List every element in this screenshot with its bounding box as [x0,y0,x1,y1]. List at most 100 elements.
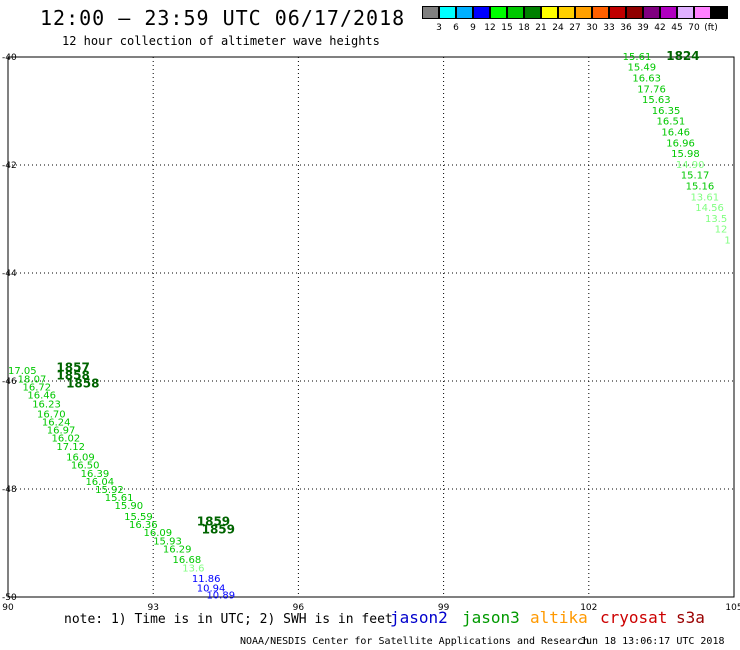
swh-value-label: 16.72 [23,382,52,393]
colorbar-swatch [473,6,490,19]
swh-value-label: 15.16 [686,182,715,193]
lat-tick-label: -46 [2,377,17,387]
swh-value-label: 12 [715,225,728,236]
swh-value-label: 13.5 [705,214,727,225]
swh-value-label: 16.46 [27,391,56,402]
colorbar-swatch [507,6,524,19]
swh-value-label: 16.70 [37,409,66,420]
map-frame [7,56,735,598]
footer-timestamp: Jun 18 13:06:17 UTC 2018 [580,636,725,647]
swh-value-label: 16.51 [657,117,686,128]
lon-tick-label: 99 [438,603,450,613]
colorbar-label: (ft) [704,23,718,33]
colorbar-swatch [439,6,456,19]
swh-value-label: 16.35 [652,106,681,117]
colorbar-swatch [694,6,711,19]
colorbar-swatch [609,6,626,19]
pass-time-label: 1824 [666,49,699,63]
swh-value-label: 15.93 [153,536,182,547]
colorbar-swatch [558,6,575,19]
swh-value-label: 10.89 [206,590,235,601]
swh-value-label: 18.07 [18,374,47,385]
satellite-label-s3a: s3a [676,608,705,627]
swh-value-label: 16.96 [666,138,695,149]
satellite-label-cryosat: cryosat [600,608,668,627]
lon-tick-label: 90 [2,603,14,613]
swh-value-label: 10.94 [197,583,226,594]
lon-tick-label: 96 [293,603,305,613]
colorbar-swatch [643,6,660,19]
colorbar-label: 45 [671,23,683,33]
swh-value-label: 16.63 [632,74,661,85]
swh-value-label: 16.50 [71,461,100,472]
swh-value-label: 14.90 [676,160,705,171]
swh-value-label: 1 [724,236,730,247]
swh-value-label: 17.12 [56,442,85,453]
swh-value-label: 17.05 [8,366,37,377]
swh-value-label: 17.76 [637,84,666,95]
swh-value-label: 15.63 [642,95,671,106]
pass-time-label: 1858 [56,369,89,383]
colorbar-swatch [677,6,694,19]
colorbar-label: 3 [436,23,442,33]
colorbar-label: 18 [518,23,530,33]
colorbar-label: 36 [620,23,632,33]
colorbar-swatch [490,6,507,19]
lon-tick-label: 102 [580,603,597,613]
colorbar-swatch [626,6,643,19]
swh-value-label: 11.86 [192,574,221,585]
pass-time-label: 1859 [197,514,230,528]
swh-value-label: 16.36 [129,520,158,531]
lon-tick-label: 93 [147,603,158,613]
swh-value-label: 16.68 [173,555,202,566]
colorbar-label: 70 [688,23,700,33]
colorbar-label: 33 [603,23,615,33]
swh-value-label: 16.09 [66,453,95,464]
swh-value-label: 16.39 [81,469,110,480]
colorbar-label: 27 [569,23,581,33]
colorbar-label: 12 [484,23,496,33]
lat-tick-label: -44 [2,269,17,279]
pass-time-label: 1859 [202,523,235,537]
footer-credit: NOAA/NESDIS Center for Satellite Applica… [240,636,590,647]
swh-value-label: 16.46 [661,128,690,139]
colorbar-swatch [592,6,609,19]
swh-value-label: 15.61 [105,493,134,504]
pass-time-label: 1857 [56,361,89,375]
page-title: 12:00 – 23:59 UTC 06/17/2018 [40,6,406,30]
colorbar-label: 15 [501,23,513,33]
lat-tick-label: -40 [2,53,17,63]
lat-tick-label: -50 [2,593,17,603]
swh-value-label: 15.59 [124,512,153,523]
swh-value-label: 15.49 [628,63,657,74]
lon-tick-label: 105 [725,603,740,613]
satellite-label-altika: altika [530,608,588,627]
colorbar-swatch [541,6,558,19]
colorbar-swatch [575,6,592,19]
swh-value-label: 14.56 [695,203,724,214]
colorbar-label: 24 [552,23,564,33]
swh-value-label: 16.04 [85,477,114,488]
satellite-label-jason2: jason2 [390,608,448,627]
colorbar-label: 21 [535,23,547,33]
colorbar-swatch [456,6,473,19]
swh-value-label: 16.09 [144,528,173,539]
swh-value-label: 13.6 [182,563,204,574]
swh-value-label: 13.61 [690,192,719,203]
legend-note: note: 1) Time is in UTC; 2) SWH is in fe… [64,612,393,627]
swh-value-label: 16.23 [32,400,61,411]
pass-time-label: 1858 [66,377,99,391]
satellite-label-jason3: jason3 [462,608,520,627]
swh-value-label: 16.29 [163,544,192,555]
colorbar-label: 42 [654,23,666,33]
colorbar-label: 39 [637,23,649,33]
colorbar-label: 6 [453,23,459,33]
swh-value-label: 15.98 [671,149,700,160]
colorbar-swatch [524,6,541,19]
colorbar-swatch [422,6,439,19]
lat-tick-label: -42 [2,161,17,171]
colorbar-swatch [660,6,677,19]
colorbar-label: 9 [470,23,476,33]
colorbar-label: 30 [586,23,598,33]
